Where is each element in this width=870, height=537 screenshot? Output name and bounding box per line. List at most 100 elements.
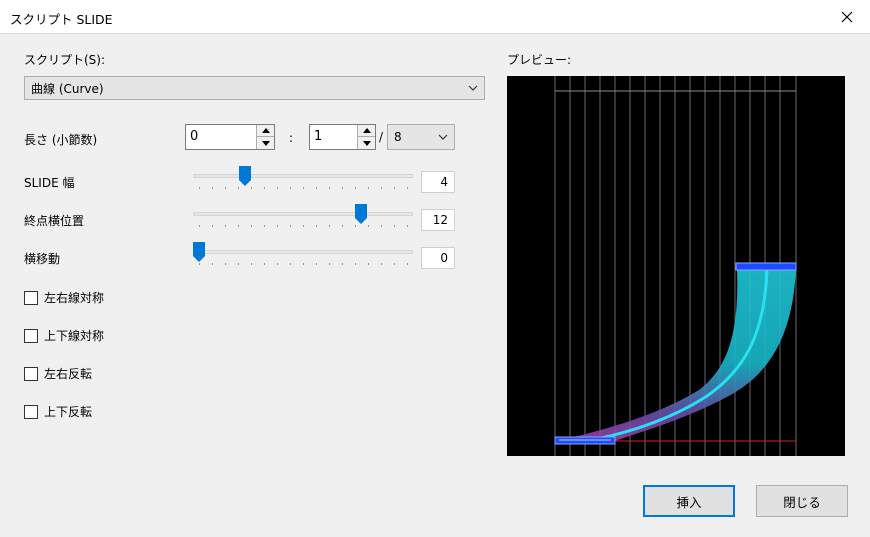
slider-tick <box>342 225 343 227</box>
slider-tick <box>264 187 265 189</box>
slider-tick <box>342 187 343 189</box>
numerator-value[interactable]: 1 <box>314 129 323 144</box>
measures-value[interactable]: 0 <box>190 129 199 144</box>
slider-tick <box>329 187 330 189</box>
slider-tick <box>277 187 278 189</box>
slider-tick <box>316 263 317 265</box>
checkbox-box[interactable] <box>24 328 38 343</box>
slider-tick <box>212 225 213 227</box>
denominator-value: 8 <box>394 130 402 144</box>
checkbox-mirror-lr-lines[interactable]: 左右線対称 <box>24 289 104 306</box>
measures-spinner[interactable]: 0 <box>185 124 275 150</box>
slider-tick <box>225 263 226 265</box>
slider-tick <box>394 187 395 189</box>
triangle-down-icon <box>261 140 270 146</box>
slide-width-slider[interactable] <box>193 166 413 200</box>
slide-width-label: SLIDE 幅 <box>24 176 75 190</box>
length-slash: / <box>379 130 384 144</box>
slider-tick <box>355 225 356 227</box>
close-button[interactable]: 閉じる <box>756 485 848 517</box>
slide-center-curve <box>584 267 769 443</box>
slider-thumb[interactable] <box>193 242 205 262</box>
checkbox-label: 上下反転 <box>44 405 93 419</box>
lateral-move-label: 横移動 <box>24 252 61 266</box>
checkbox-mirror-tb-lines[interactable]: 上下線対称 <box>24 327 104 344</box>
preview-canvas <box>507 76 845 456</box>
checkbox-label: 左右反転 <box>44 367 93 381</box>
triangle-up-icon <box>261 128 270 133</box>
slider-tick <box>368 263 369 265</box>
end-position-label: 終点横位置 <box>24 214 85 228</box>
slider-tick <box>381 187 382 189</box>
slider-tick <box>407 225 408 227</box>
slider-tick <box>329 263 330 265</box>
numerator-down-button[interactable] <box>358 137 375 149</box>
close-window-button[interactable] <box>824 0 870 34</box>
slider-tick <box>303 187 304 189</box>
slider-tick <box>303 225 304 227</box>
slider-tick <box>316 225 317 227</box>
slider-thumb[interactable] <box>238 166 251 186</box>
chevron-down-icon <box>468 85 478 91</box>
checkbox-box[interactable] <box>24 290 38 305</box>
slider-tick <box>303 263 304 265</box>
slider-tick <box>290 263 291 265</box>
lateral-move-slider[interactable] <box>193 242 413 276</box>
end-note <box>735 262 797 271</box>
length-label: 長さ (小節数) <box>24 133 98 147</box>
script-selected-value: 曲線 (Curve) <box>31 81 104 96</box>
slider-tick <box>264 225 265 227</box>
slider-tick <box>290 187 291 189</box>
denominator-select[interactable]: 8 <box>387 124 455 150</box>
numerator-up-button[interactable] <box>358 125 375 137</box>
slider-track <box>193 174 413 178</box>
slider-tick <box>316 187 317 189</box>
numerator-spinner[interactable]: 1 <box>309 124 376 150</box>
script-select[interactable]: 曲線 (Curve) <box>24 76 485 100</box>
checkbox-flip-tb[interactable]: 上下反転 <box>24 403 92 420</box>
slider-tick <box>407 187 408 189</box>
slider-tick <box>329 225 330 227</box>
slider-tick <box>394 263 395 265</box>
slider-tick <box>381 263 382 265</box>
slider-tick <box>394 225 395 227</box>
slider-tick <box>355 187 356 189</box>
slider-tick <box>238 225 239 227</box>
slider-thumb[interactable] <box>355 204 368 224</box>
slider-track <box>193 212 413 216</box>
slider-tick <box>225 225 226 227</box>
slider-tick <box>368 225 369 227</box>
insert-button[interactable]: 挿入 <box>643 485 735 517</box>
slider-tick <box>251 263 252 265</box>
slider-tick <box>225 187 226 189</box>
slider-tick <box>277 263 278 265</box>
preview-label: プレビュー: <box>507 53 572 67</box>
slider-tick <box>368 187 369 189</box>
slider-tick <box>199 263 200 265</box>
slider-ticks <box>193 187 413 190</box>
slider-tick <box>212 187 213 189</box>
lateral-move-value: 0 <box>421 247 455 269</box>
slider-ticks <box>193 263 413 266</box>
slider-tick <box>238 187 239 189</box>
slider-tick <box>355 263 356 265</box>
measures-up-button[interactable] <box>257 125 274 137</box>
chevron-down-icon <box>438 134 448 140</box>
checkbox-box[interactable] <box>24 404 38 419</box>
checkbox-box[interactable] <box>24 366 38 381</box>
slider-tick <box>381 225 382 227</box>
slider-tick <box>264 263 265 265</box>
slider-tick <box>238 263 239 265</box>
slider-tick <box>342 263 343 265</box>
slider-tick <box>290 225 291 227</box>
end-position-slider[interactable] <box>193 204 413 238</box>
measures-down-button[interactable] <box>257 137 274 149</box>
slider-track <box>193 250 413 254</box>
slider-tick <box>277 225 278 227</box>
slider-tick <box>251 225 252 227</box>
end-position-value: 12 <box>421 209 455 231</box>
checkbox-flip-lr[interactable]: 左右反転 <box>24 365 92 382</box>
title-bar: スクリプト SLIDE <box>0 0 870 34</box>
slide-width-value: 4 <box>421 171 455 193</box>
slider-tick <box>199 187 200 189</box>
